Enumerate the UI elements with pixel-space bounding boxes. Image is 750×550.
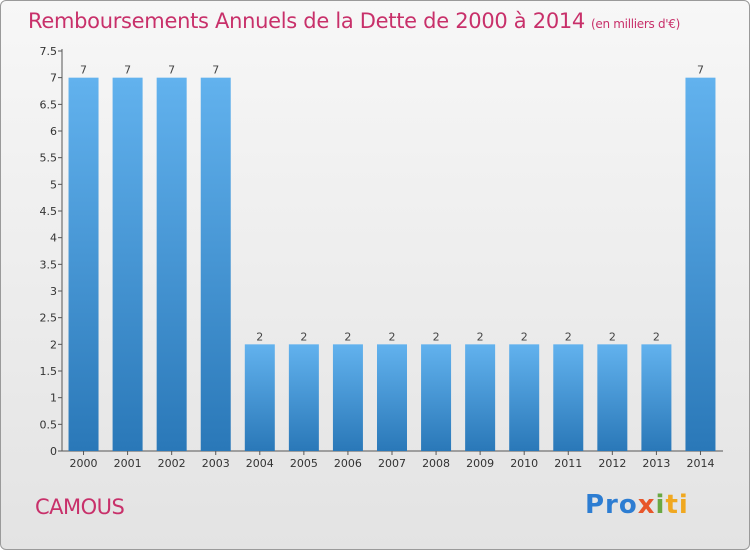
bar-value-label: 7 — [168, 64, 175, 77]
y-tick-label: 6.5 — [40, 98, 58, 111]
bar-value-label: 7 — [80, 64, 87, 77]
x-tick-label: 2007 — [378, 457, 406, 470]
y-tick-label: 7 — [50, 72, 57, 85]
y-tick-label: 0 — [50, 445, 57, 458]
bar — [685, 77, 716, 452]
x-tick-label: 2012 — [598, 457, 626, 470]
bar-value-label: 2 — [609, 330, 616, 343]
logo-part-4: ti — [665, 490, 689, 520]
y-tick-label: 4 — [50, 232, 57, 245]
y-tick-label: 6 — [50, 125, 57, 138]
bar — [156, 77, 187, 452]
y-tick-label: 3.5 — [40, 258, 58, 271]
bar — [553, 344, 584, 451]
y-tick-label: 5.5 — [40, 152, 58, 165]
bar-value-label: 2 — [256, 330, 263, 343]
bar-value-label: 7 — [697, 64, 704, 77]
y-tick-label: 5 — [50, 178, 57, 191]
bar — [332, 344, 363, 451]
x-tick-label: 2008 — [422, 457, 450, 470]
y-tick-label: 1 — [50, 392, 57, 405]
bar — [421, 344, 452, 451]
x-tick-label: 2010 — [510, 457, 538, 470]
bar-value-label: 2 — [389, 330, 396, 343]
commune-name: CAMOUS — [35, 495, 125, 519]
bar — [288, 344, 319, 451]
y-tick-label: 2.5 — [40, 312, 58, 325]
bar-value-label: 2 — [344, 330, 351, 343]
chart-unit: (en milliers d'€) — [591, 17, 681, 31]
y-tick-label: 3 — [50, 285, 57, 298]
bar-value-label: 7 — [124, 64, 131, 77]
bar-value-label: 2 — [300, 330, 307, 343]
x-tick-label: 2003 — [202, 457, 230, 470]
x-tick-label: 2014 — [686, 457, 714, 470]
x-tick-label: 2009 — [466, 457, 494, 470]
x-tick-label: 2013 — [642, 457, 670, 470]
x-tick-label: 2005 — [290, 457, 318, 470]
bar — [597, 344, 628, 451]
logo-part-3: i — [655, 490, 666, 520]
y-tick-label: 0.5 — [40, 418, 58, 431]
x-tick-label: 2001 — [114, 457, 142, 470]
bar — [200, 77, 231, 452]
bar — [509, 344, 540, 451]
chart-title: Remboursements Annuels de la Dette de 20… — [28, 9, 680, 33]
bar-value-label: 2 — [521, 330, 528, 343]
bar — [377, 344, 407, 451]
y-tick-label: 7.5 — [40, 45, 58, 58]
logo-part-2: x — [637, 490, 656, 520]
y-tick-label: 1.5 — [40, 365, 58, 378]
bar — [244, 344, 275, 451]
bar — [641, 344, 672, 451]
bar-value-label: 2 — [477, 330, 484, 343]
x-tick-label: 2004 — [246, 457, 274, 470]
x-tick-label: 2002 — [158, 457, 186, 470]
y-tick-label: 4.5 — [40, 205, 58, 218]
x-tick-label: 2000 — [70, 457, 98, 470]
x-tick-label: 2006 — [334, 457, 362, 470]
bar — [112, 77, 143, 452]
y-tick-label: 2 — [50, 338, 57, 351]
chart-title-text: Remboursements Annuels de la Dette de 20… — [28, 9, 585, 33]
proxiti-logo: Proxiti — [585, 490, 689, 520]
bar-value-label: 2 — [653, 330, 660, 343]
bar — [465, 344, 496, 451]
logo-part-1: Pro — [585, 490, 638, 520]
bar-value-label: 7 — [212, 64, 219, 77]
bar — [68, 77, 99, 452]
bar-value-label: 2 — [433, 330, 440, 343]
x-tick-label: 2011 — [554, 457, 582, 470]
bar-value-label: 2 — [565, 330, 572, 343]
